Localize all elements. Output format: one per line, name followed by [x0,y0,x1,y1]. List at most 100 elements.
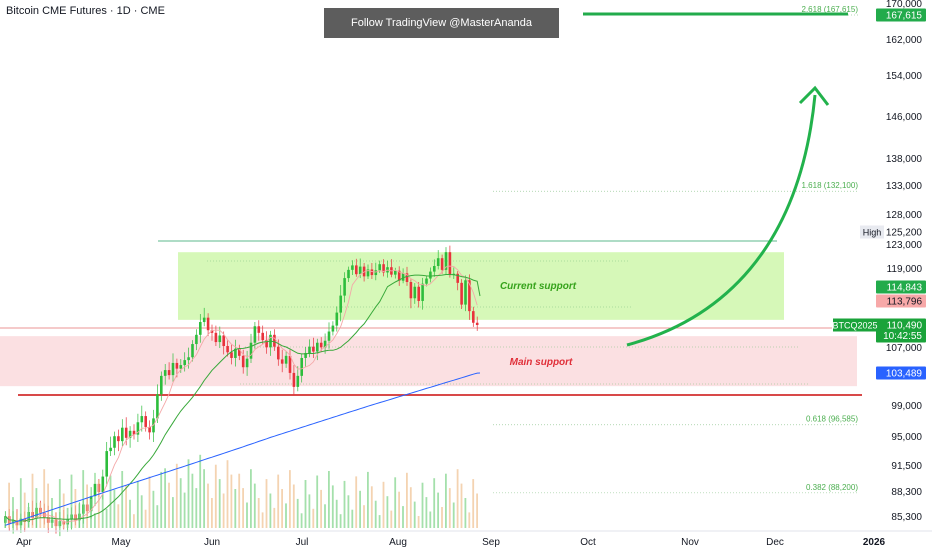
volume-bar [246,502,248,528]
y-tick-label: 146,000 [886,112,923,123]
candle [409,281,413,299]
high-tag [860,225,884,239]
candle [101,476,105,492]
volume-bar [328,471,330,528]
volume-bar [433,478,436,528]
volume-bar [355,476,358,528]
candle [475,322,479,325]
candle [113,436,116,448]
volume-bar [324,504,326,528]
volume-bar [43,469,46,528]
volume-bar [242,488,244,528]
volume-bar [51,498,53,528]
candle [319,342,323,348]
volume-bar [172,497,174,528]
price-tag [876,8,926,22]
volume-bar [136,480,139,528]
candle [253,326,257,343]
volume-bar [226,460,229,528]
price-tag-label: 167,615 [886,11,923,22]
candle [195,334,198,345]
volume-bar [472,479,475,528]
volume-bar [12,497,14,528]
candle [128,430,132,438]
volume-bar [292,484,295,528]
volume-bar [168,482,170,528]
volume-bar [382,481,385,528]
candle [331,325,335,332]
candle [394,270,397,275]
candle [105,451,108,477]
volume-bar [125,485,127,528]
candle [167,370,171,376]
candle [265,340,268,348]
volume-bar [179,478,182,528]
candle [160,375,163,395]
volume-bar [23,492,26,528]
projection-arrow [626,94,817,347]
candle [304,352,307,358]
candle [132,430,136,435]
volume-bar [199,454,202,528]
y-tick-label: 91,500 [891,461,922,472]
candle [464,280,467,305]
price-tag [876,294,926,308]
candle [472,311,475,323]
candle [187,357,190,361]
volume-bar [277,474,280,528]
candle [362,266,366,277]
volume-bar [140,495,143,528]
volume-bar [78,503,81,528]
price-tag [876,225,926,239]
volume-bar [211,498,213,528]
candle [421,283,424,301]
symbol-tag [833,318,877,332]
candle [413,286,417,299]
volume-bar [421,482,424,528]
candle [366,269,370,277]
candle [401,273,405,281]
candle [183,360,186,366]
candle [288,355,292,373]
volume-bar [448,488,451,528]
volume-bar [257,498,260,528]
volume-bar [187,459,190,528]
candle [355,265,358,275]
price-tag-countdown: 10:42:55 [883,331,922,342]
volume-bar [406,472,408,528]
candle [148,426,151,433]
candle [327,331,331,341]
volume-bar [105,508,108,528]
y-tick-label: 123,000 [886,240,923,251]
candle [199,322,202,335]
volume-bar [148,476,151,528]
volume-bar [113,489,116,528]
candle [351,265,354,270]
volume-bar [121,471,124,528]
volume-bar [31,473,34,528]
candle [284,355,288,364]
candle [277,346,280,360]
candle [433,266,436,272]
candle [144,416,147,427]
candle [339,295,342,313]
candle [308,346,311,353]
y-tick-label: 95,000 [891,432,922,443]
candle [230,352,233,358]
volume-bar [273,507,276,528]
volume-bar [19,478,22,528]
volume-bar [413,501,416,528]
volume-bar [335,499,338,528]
volume-bar [191,473,194,528]
candle [347,269,350,279]
y-tick-label: 85,300 [891,512,922,523]
x-tick-label: Apr [16,537,32,548]
volume-bar [445,473,447,528]
y-tick-label: 170,000 [886,0,923,10]
volume-bar [343,480,346,528]
price-tag-label: 113,796 [887,297,923,308]
price-tag [876,366,926,380]
volume-bar [367,471,369,528]
volume-bar [398,491,400,528]
